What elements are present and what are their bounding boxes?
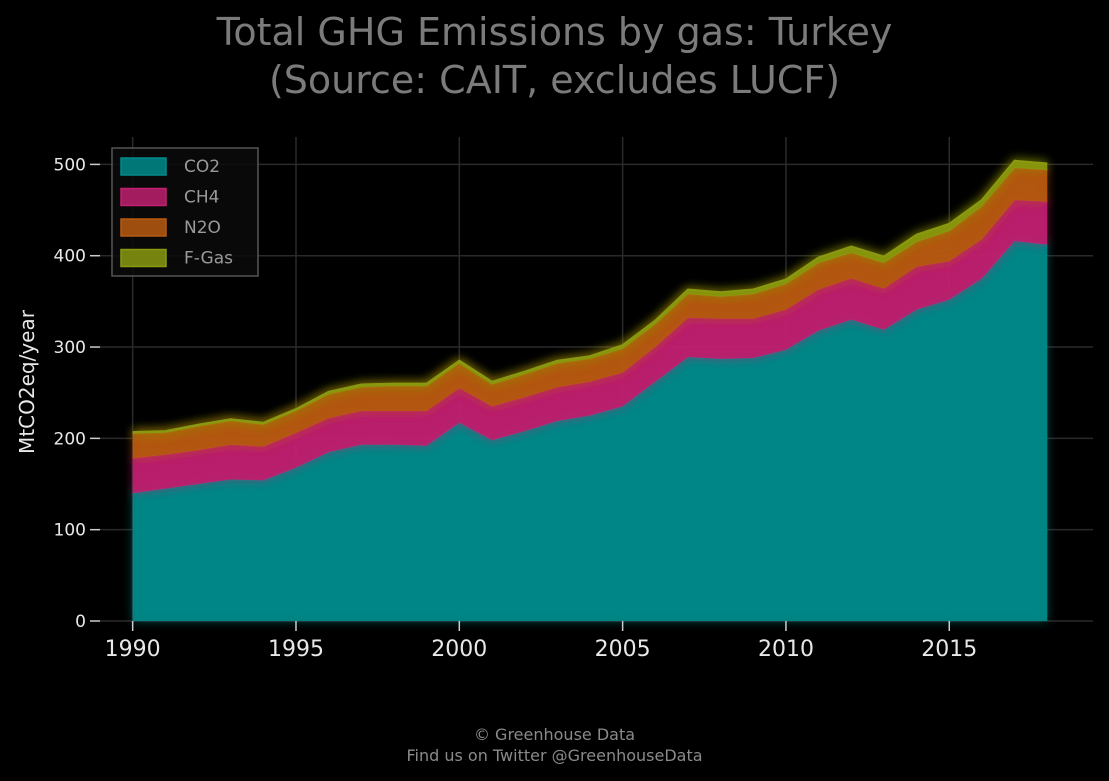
x-tick-label-1990: 1990	[105, 637, 161, 662]
x-tick-label-2005: 2005	[595, 637, 651, 662]
y-axis-label: MtCO2eq/year	[15, 309, 39, 454]
chart-title: Total GHG Emissions by gas: Turkey (Sour…	[0, 8, 1109, 104]
legend: CO2 CH4 N2O F-Gas	[111, 147, 259, 277]
legend-label-ch4: CH4	[184, 188, 219, 208]
area-edge-f-gas	[132, 159, 1048, 433]
stacked-areas	[132, 159, 1048, 621]
y-tick-label-0: 0	[75, 612, 86, 632]
chart-title-line1: Total GHG Emissions by gas: Turkey	[216, 10, 893, 54]
legend-swatch-ch4	[120, 187, 167, 207]
legend-label-n2o: N2O	[184, 218, 221, 238]
legend-label-co2: CO2	[184, 157, 220, 177]
y-tick-label-200: 200	[54, 429, 86, 449]
legend-swatch-co2	[120, 157, 167, 176]
footer-twitter: Find us on Twitter @GreenhouseData	[406, 746, 703, 765]
area-n2o	[132, 168, 1048, 459]
x-tick-label-1995: 1995	[268, 637, 324, 662]
axes: MtCO2eq/year 0 100 200 300 400 500 1990 1995 200…	[15, 155, 977, 662]
legend-swatch-f-gas	[120, 248, 167, 268]
x-tick-label-2015: 2015	[921, 637, 977, 662]
y-tick-label-100: 100	[54, 521, 86, 541]
legend-label-f-gas: F-Gas	[184, 249, 233, 269]
x-tick-label-2000: 2000	[431, 637, 487, 662]
footer: © Greenhouse Data Find us on Twitter @Gr…	[0, 724, 1109, 766]
y-tick-label-400: 400	[54, 247, 86, 267]
x-tick-label-2010: 2010	[758, 637, 814, 662]
chart-title-line2: (Source: CAIT, excludes LUCF)	[268, 58, 841, 102]
area-co2	[132, 241, 1048, 621]
y-tick-label-300: 300	[54, 338, 86, 358]
legend-swatch-n2o	[120, 218, 167, 237]
y-tick-label-500: 500	[54, 155, 86, 175]
area-ch4	[132, 200, 1048, 494]
footer-copyright: © Greenhouse Data	[473, 725, 636, 744]
